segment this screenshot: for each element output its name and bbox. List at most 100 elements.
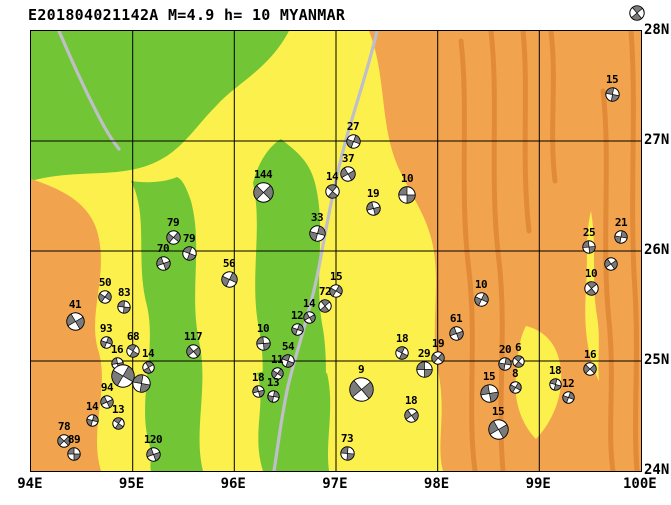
lat-tick-label: 27N (644, 132, 670, 148)
beachball-icon (582, 240, 596, 254)
beachball-icon (348, 376, 374, 402)
terrain-ridge-line (548, 31, 558, 184)
event-depth-label: 13 (266, 375, 280, 389)
beachball-icon (100, 395, 114, 409)
beachball-icon (111, 416, 125, 430)
event-depth-label: 70 (156, 241, 170, 255)
beachball-icon (155, 255, 171, 271)
terrain-ridge-line (458, 38, 478, 471)
event-depth-label: 15 (329, 270, 343, 283)
beachball-icon (290, 322, 304, 336)
beachball-icon (487, 418, 509, 440)
event-depth-label: 144 (253, 167, 273, 181)
beachball-icon (308, 224, 326, 242)
beachball-icon (266, 389, 280, 403)
event-depth-label: 14 (325, 169, 339, 183)
terrain-ridge-line (520, 31, 532, 234)
event-depth-label: 11 (270, 352, 284, 366)
beachball-icon (302, 310, 316, 324)
beachball-icon (67, 447, 81, 461)
beachball-icon (340, 166, 356, 182)
lon-tick-label: 100E (623, 476, 657, 492)
event-depth-label: 29 (417, 346, 431, 360)
event-depth-label: 79 (166, 215, 180, 229)
terrain-mid-patch-east (515, 326, 562, 439)
event-depth-label: 27 (346, 119, 360, 133)
beachball-icon (220, 270, 238, 288)
event-depth-label: 15 (605, 72, 619, 86)
event-depth-label: 14 (141, 346, 155, 360)
event-depth-label: 9 (357, 362, 365, 376)
event-depth-label: 18 (548, 363, 562, 377)
event-depth-label: 56 (222, 256, 236, 270)
beachball-icon (329, 284, 343, 298)
event-depth-label: 79 (182, 231, 196, 245)
terrain-ridge-line (488, 31, 506, 471)
terrain-ridge-line (628, 31, 640, 471)
event-depth-label: 19 (366, 186, 380, 200)
beachball-icon (614, 230, 628, 244)
event-depth-label: 54 (281, 340, 295, 353)
event-depth-label: 50 (98, 276, 112, 289)
event-depth-label: 14 (302, 296, 316, 310)
road-line (272, 31, 379, 471)
beachball-icon (270, 366, 284, 380)
event-depth-label: 68 (126, 330, 140, 343)
event-depth-label: 18 (251, 370, 265, 384)
event-depth-label: 14 (85, 399, 99, 413)
event-depth-label: 15 (491, 404, 505, 418)
beachball-icon (479, 383, 499, 403)
event-depth-label: 78 (57, 420, 71, 433)
event-depth-label: 10 (400, 172, 414, 185)
grid-lines (31, 31, 641, 471)
beachball-icon (583, 280, 599, 296)
beachball-icon (583, 362, 597, 376)
beachball-icon (604, 86, 620, 102)
beachball-icon (339, 445, 355, 461)
event-depth-label: 73 (340, 431, 354, 445)
event-depth-label: 93 (99, 321, 113, 335)
beachball-icon (498, 357, 512, 371)
terrain-ridge-line (600, 88, 616, 471)
beachball-icon (281, 354, 295, 368)
lon-tick-label: 94E (17, 476, 43, 492)
beachball-icon (604, 257, 618, 271)
event-depth-label: 16 (110, 342, 124, 356)
beachball-icon (145, 446, 161, 462)
beachball-icon (165, 229, 181, 245)
title-beachball-icon (629, 5, 646, 22)
event-depth-label: 20 (498, 343, 512, 356)
beachball-icon (508, 380, 522, 394)
beachball-icon (448, 325, 464, 341)
beachball-icon (65, 311, 85, 331)
beachball-icon (548, 377, 562, 391)
event-depth-label: 41 (68, 297, 82, 311)
lon-tick-label: 97E (322, 476, 348, 492)
beachball-icon (185, 343, 201, 359)
beachball-icon (365, 200, 381, 216)
lat-tick-label: 24N (644, 462, 670, 478)
event-depth-label: 33 (310, 210, 324, 224)
event-depth-label: 10 (474, 277, 488, 291)
beachball-icon (318, 299, 332, 313)
beachball-icon (85, 413, 99, 427)
beachball-icon (252, 181, 274, 203)
event-depth-label: 120 (143, 432, 163, 446)
beachball-icon (117, 300, 131, 314)
page-title: E201804021142A M=4.9 h= 10 MYANMAR (28, 6, 346, 24)
beachball-icon (398, 186, 416, 204)
event-depth-label: 25 (582, 226, 596, 239)
event-depth-label: 10 (584, 266, 598, 280)
lat-tick-label: 26N (644, 242, 670, 258)
beachball-icon (473, 291, 489, 307)
event-depth-label: 15 (482, 369, 496, 383)
event-depth-label: 94 (100, 381, 114, 394)
terrain-lowland-topleft (31, 31, 289, 181)
event-depth-label: 12 (561, 376, 575, 390)
event-depth-label: 12 (290, 308, 304, 322)
beachball-icon (98, 290, 112, 304)
lat-tick-label: 28N (644, 22, 670, 38)
lat-tick-label: 25N (644, 352, 670, 368)
events-layer: 15 27 37 14 144 10 19 33 79 79 70 56 25 21 10 50 83 41 93 6… (31, 31, 641, 471)
